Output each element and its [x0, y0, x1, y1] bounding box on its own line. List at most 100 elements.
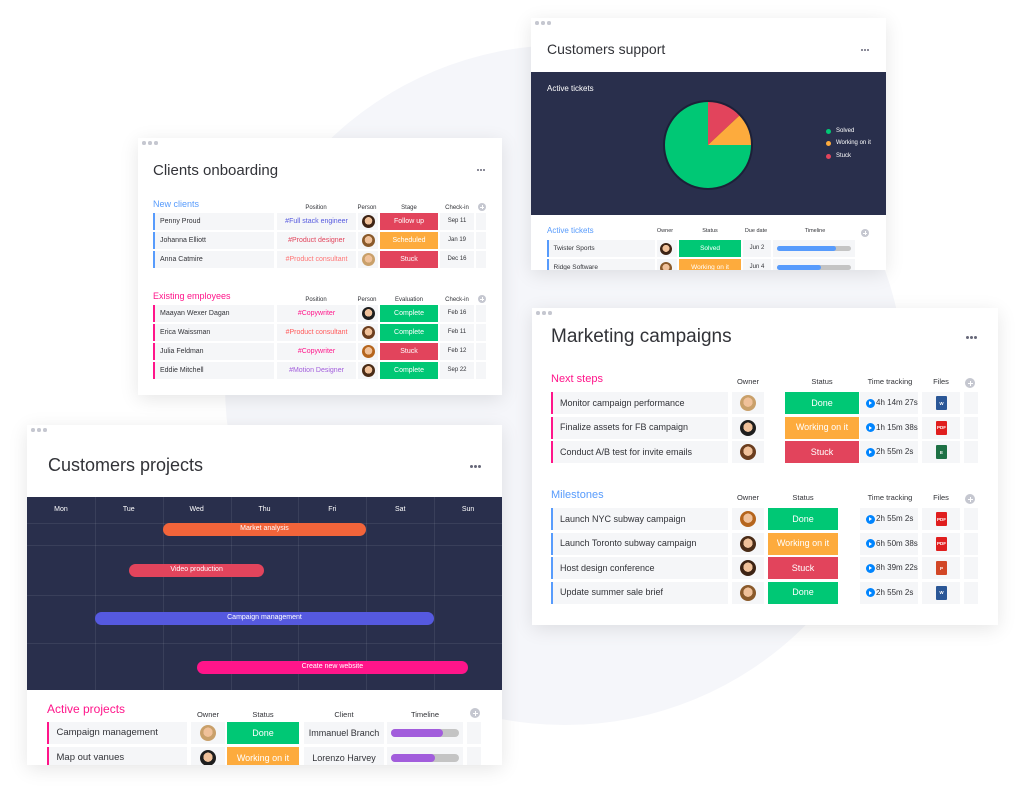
window-dot: [154, 141, 158, 145]
add-column-button[interactable]: [478, 295, 486, 303]
menu-button[interactable]: [965, 335, 977, 339]
window-dot: [43, 428, 47, 432]
item-name: Campaign management: [56, 727, 158, 739]
status-cell: [227, 747, 299, 765]
file-icon: W: [936, 396, 947, 410]
date-cell: [743, 259, 771, 270]
position-cell: [277, 343, 356, 360]
menu-dot: [477, 464, 481, 468]
window-dot: [535, 21, 539, 25]
day-divider: [366, 497, 368, 690]
group-name: Existing employees: [153, 290, 231, 301]
menu-button[interactable]: [469, 464, 481, 468]
status-label: Stuck: [791, 562, 815, 573]
item-name: Monitor campaign performance: [560, 397, 685, 408]
empty-cell: [964, 441, 978, 463]
column-header: Owner: [196, 709, 220, 719]
play-button[interactable]: [865, 539, 875, 548]
empty-cell: [964, 557, 978, 579]
time-cell: [860, 416, 918, 439]
menu-dot: [476, 168, 479, 172]
status-cell: [380, 343, 438, 360]
check-in-date: Sep 11: [447, 218, 467, 225]
window-dot: [37, 428, 41, 432]
timeline-fill: [777, 246, 837, 251]
add-column-button[interactable]: [470, 708, 480, 718]
status-label: Stuck: [400, 255, 418, 263]
plus-v: [969, 380, 971, 386]
column-header: Check-in: [445, 296, 469, 303]
file-type: PDF: [937, 425, 946, 431]
play-button[interactable]: [865, 423, 875, 432]
item-name: Eddie Mitchell: [160, 366, 204, 374]
menu-dot: [863, 48, 867, 52]
day-label: Tue: [122, 506, 135, 514]
menu-dot: [479, 168, 483, 172]
play-button[interactable]: [865, 563, 875, 573]
status-cell: [380, 232, 438, 249]
play-button[interactable]: [865, 514, 875, 524]
client-name: Immanuel Branch: [308, 727, 380, 738]
add-column-button[interactable]: [861, 229, 869, 237]
position-cell: [277, 213, 356, 230]
day-label: Thu: [258, 506, 271, 514]
time-tracked: 2h 55m 2s: [876, 587, 914, 597]
file-icon: PDF: [936, 536, 947, 551]
status-cell: [380, 213, 438, 230]
add-column-button[interactable]: [478, 203, 486, 211]
position-cell: [277, 324, 356, 341]
empty-cell: [964, 392, 978, 414]
item-cell: [551, 557, 728, 579]
add-column-button[interactable]: [965, 494, 975, 504]
item-cell: [551, 416, 728, 439]
file-icon: PDF: [936, 512, 947, 526]
item-cell: [153, 305, 274, 322]
menu-button[interactable]: [860, 48, 870, 52]
status-label: Complete: [394, 309, 424, 317]
file-type: W: [939, 400, 944, 406]
legend-label: Stuck: [836, 152, 852, 159]
group-name: Milestones: [551, 489, 604, 502]
avatar: [361, 326, 375, 339]
row-divider: [27, 545, 502, 546]
status-label: Done: [792, 587, 814, 598]
play-button[interactable]: [865, 398, 875, 408]
window-dot: [148, 141, 152, 145]
pie-slice: [708, 115, 751, 145]
play-button[interactable]: [865, 447, 875, 457]
status-label: Done: [811, 397, 833, 408]
legend-dot: [826, 128, 831, 134]
day-divider: [230, 497, 232, 690]
status-cell: [785, 416, 859, 439]
menu-button[interactable]: [476, 168, 486, 172]
menu-dot: [473, 464, 477, 468]
file-icon: P: [936, 561, 947, 575]
status-cell: [679, 259, 741, 270]
play-button[interactable]: [865, 588, 875, 597]
add-column-button[interactable]: [965, 378, 975, 388]
item-name: Julia Feldman: [160, 347, 204, 355]
row-divider: [27, 595, 502, 596]
time-cell: [860, 557, 918, 579]
group-name: Active tickets: [547, 226, 594, 236]
status-cell: [785, 441, 859, 463]
item-cell: [551, 532, 728, 555]
avatar: [200, 725, 216, 741]
avatar: [740, 395, 756, 411]
task-name: Market analysis: [240, 525, 289, 533]
empty-cell: [964, 581, 978, 604]
item-name: Penny Proud: [160, 217, 201, 225]
item-cell: [47, 747, 187, 765]
window-dot: [548, 311, 552, 315]
check-in-date: Sep 22: [447, 367, 467, 374]
play-icon: [869, 425, 872, 430]
column-header: Status: [702, 228, 718, 235]
column-header: Owner: [736, 376, 760, 386]
client-cell: [304, 747, 384, 765]
status-cell: [768, 581, 838, 604]
time-tracked: 2h 55m 2s: [876, 447, 914, 457]
file-type: E: [939, 449, 943, 455]
status-cell: [380, 305, 438, 322]
window-dot: [536, 311, 540, 315]
menu-dot: [969, 335, 973, 339]
